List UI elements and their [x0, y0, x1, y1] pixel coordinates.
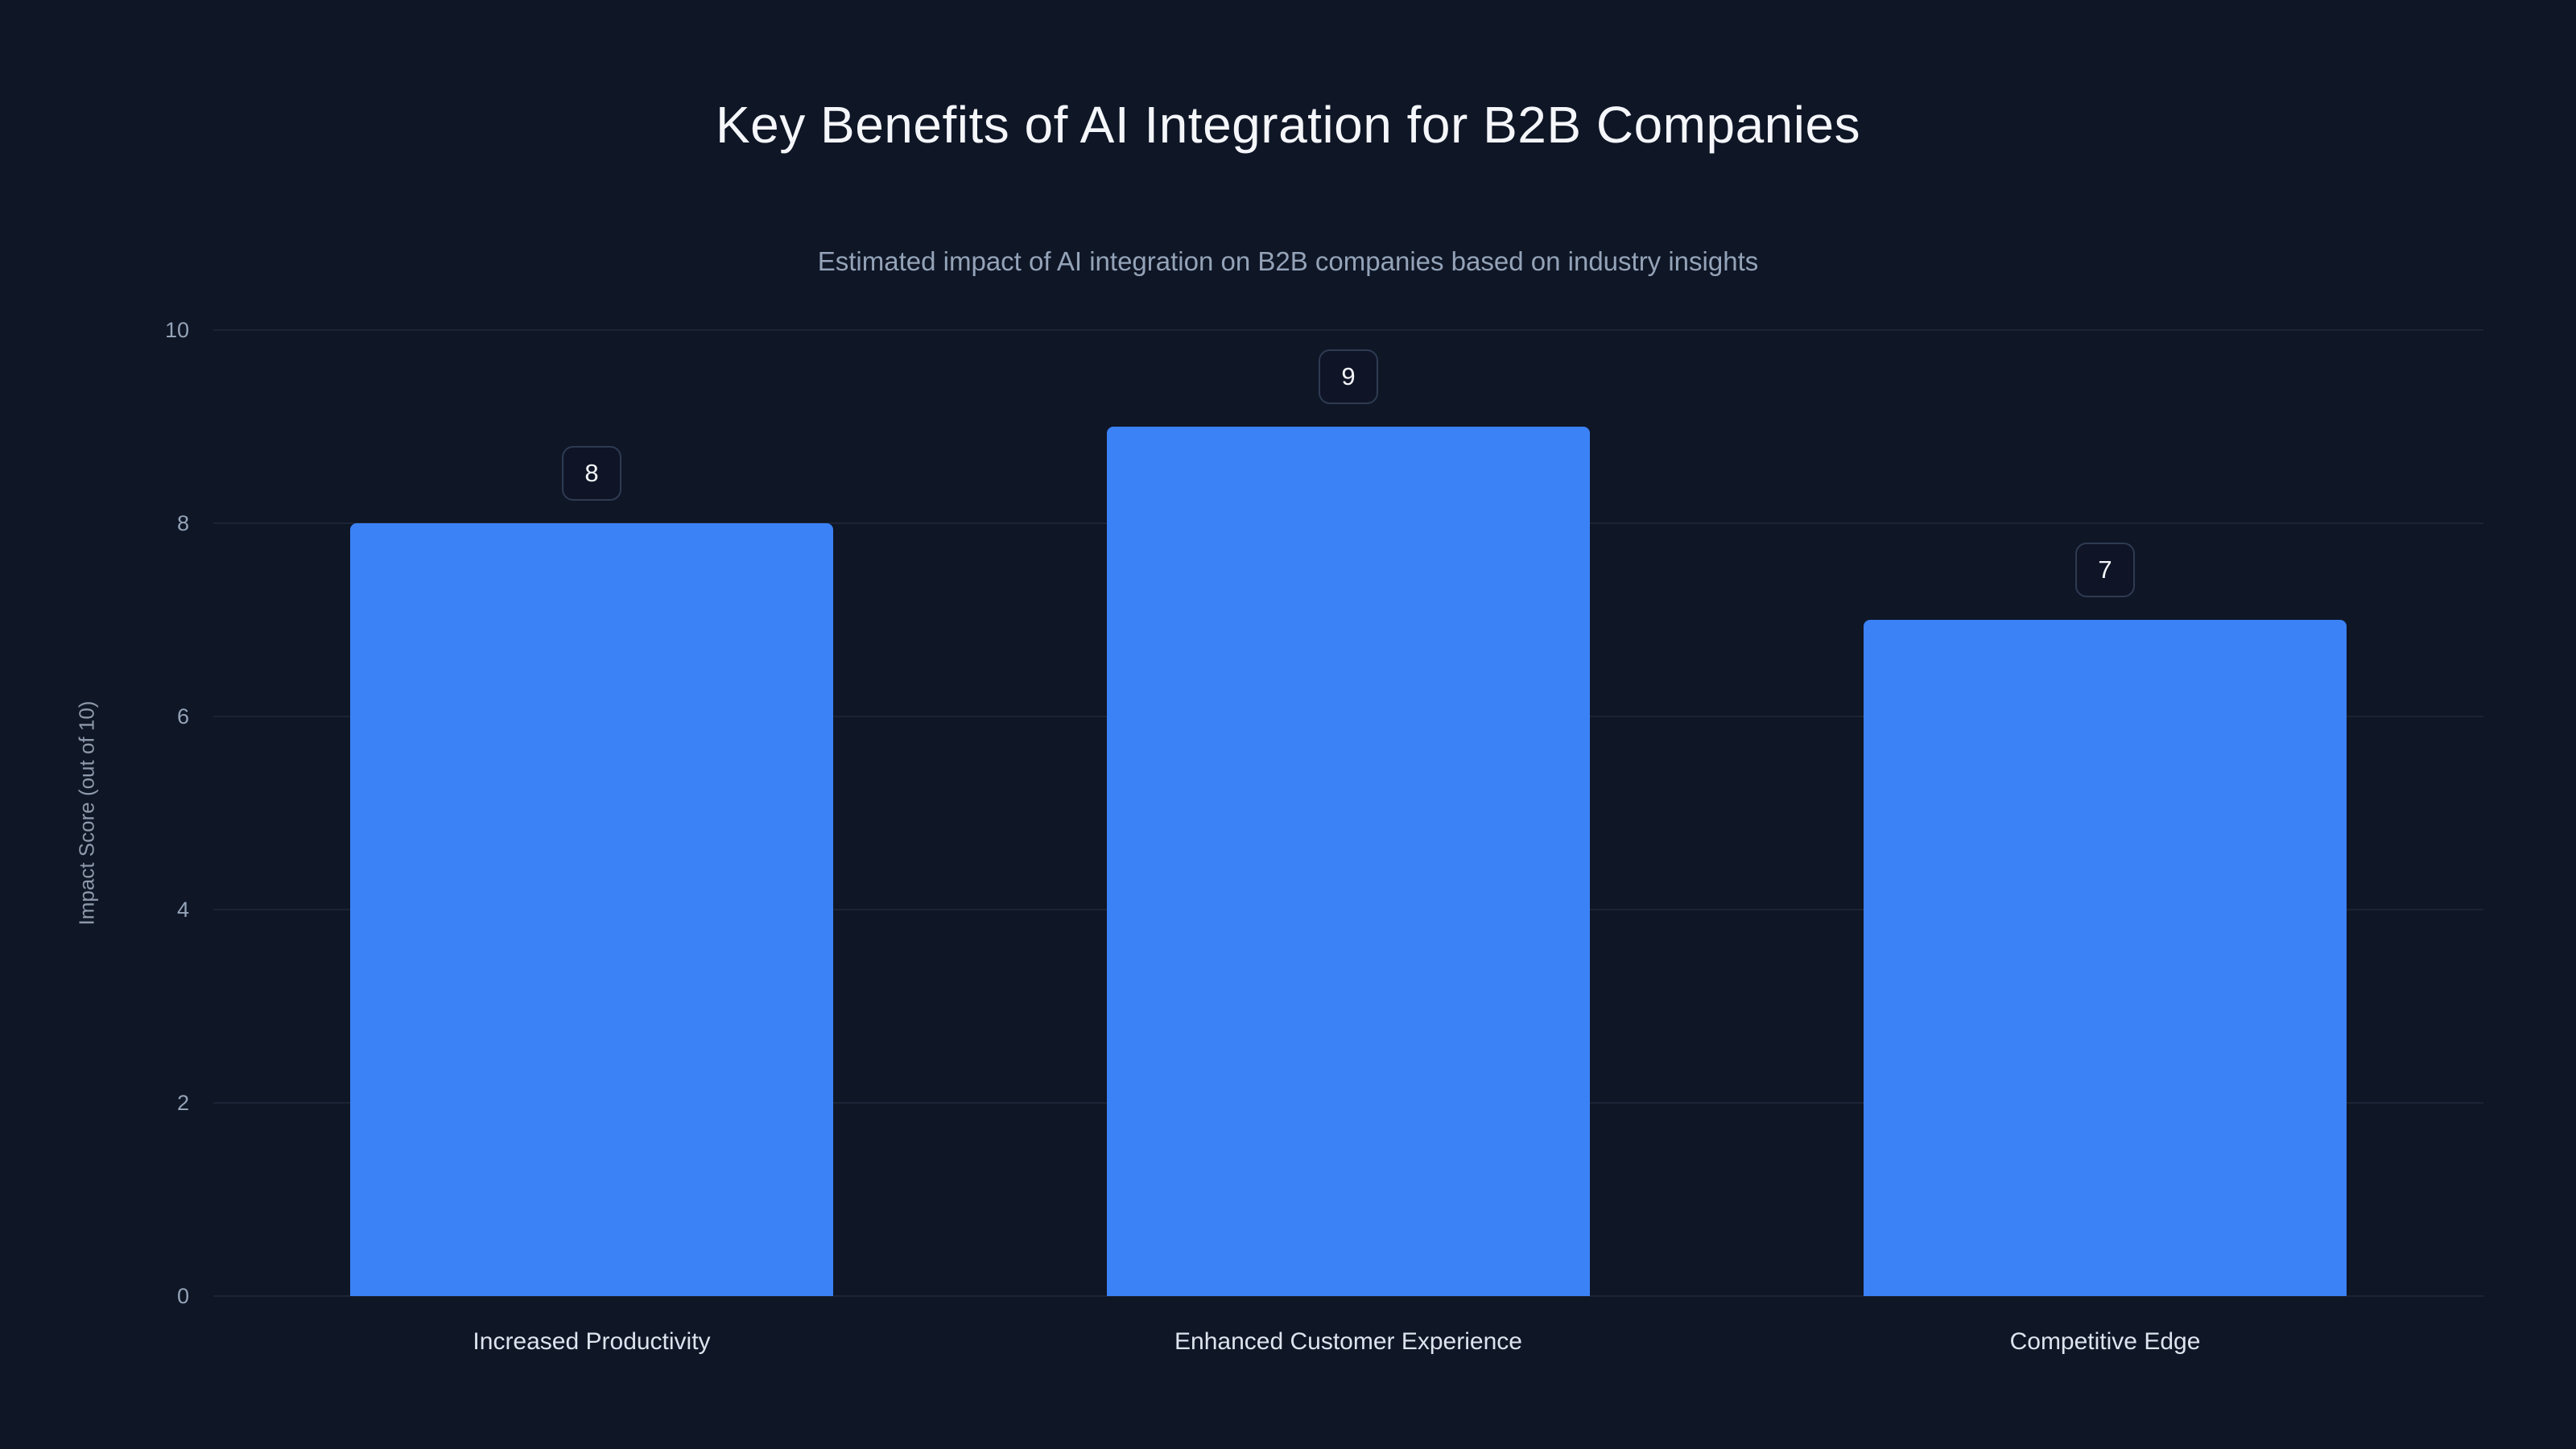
y-tick-label: 10	[164, 318, 189, 342]
gridline	[213, 329, 2483, 331]
bar	[350, 523, 833, 1296]
bar-value-badge: 9	[1319, 349, 1378, 404]
x-category-label: Competitive Edge	[2009, 1328, 2201, 1355]
bar-value-badge: 7	[2075, 543, 2135, 597]
chart-title: Key Benefits of AI Integration for B2B C…	[715, 96, 1861, 154]
bar	[1864, 620, 2347, 1296]
y-tick-label: 8	[176, 511, 189, 535]
chart-subtitle: Estimated impact of AI integration on B2…	[817, 246, 1759, 276]
gridline	[213, 1295, 2483, 1297]
y-tick-label: 0	[176, 1284, 189, 1308]
bar	[1107, 427, 1590, 1296]
y-tick-label: 4	[176, 898, 189, 922]
x-category-label: Increased Productivity	[473, 1328, 711, 1355]
x-category-label: Enhanced Customer Experience	[1174, 1328, 1522, 1355]
bar-value-badge: 8	[562, 446, 621, 501]
y-tick-label: 2	[176, 1091, 189, 1115]
y-tick-label: 6	[176, 704, 189, 729]
